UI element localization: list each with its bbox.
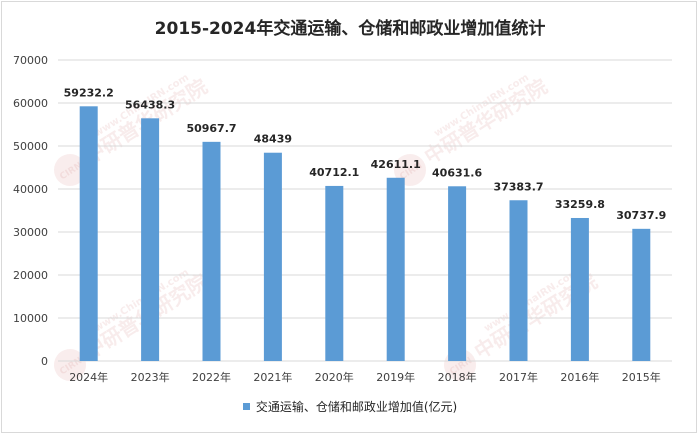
x-tick-label: 2017年: [499, 370, 538, 384]
legend-label: 交通运输、仓储和邮政业增加值(亿元): [255, 400, 458, 414]
y-axis: 0 10000 20000 30000 40000 50000 60000 70000: [13, 54, 48, 368]
data-label: 40712.1: [309, 166, 359, 179]
x-tick-label: 2021年: [253, 370, 292, 384]
x-tick-label: 2019年: [376, 370, 415, 384]
x-axis: 2024年 2023年 2022年 2021年 2020年 2019年 2018年 2017年…: [69, 370, 661, 384]
bar: [570, 217, 589, 361]
watermark-logo: [54, 154, 86, 186]
bar-series: [79, 106, 651, 361]
data-label: 30737.9: [616, 209, 666, 222]
x-tick-label: 2018年: [438, 370, 477, 384]
y-tick-label: 10000: [13, 312, 48, 325]
data-label: 48439: [254, 133, 292, 146]
x-tick-label: 2020年: [315, 370, 354, 384]
y-tick-label: 60000: [13, 97, 48, 110]
bar: [263, 152, 282, 361]
data-label: 40631.6: [432, 166, 482, 179]
y-tick-label: 0: [41, 355, 48, 368]
bar: [448, 186, 467, 361]
y-tick-label: 40000: [13, 183, 48, 196]
y-tick-label: 20000: [13, 269, 48, 282]
bar: [509, 200, 528, 361]
legend: 交通运输、仓储和邮政业增加值(亿元): [0, 398, 700, 415]
bar: [202, 141, 221, 361]
bar: [325, 185, 344, 361]
data-label: 37383.7: [493, 180, 543, 193]
watermark-brand: 中研普华研究院: [420, 74, 551, 169]
x-tick-label: 2024年: [69, 370, 108, 384]
data-label: 56438.3: [125, 98, 175, 111]
gridlines: [58, 59, 672, 362]
x-tick-label: 2015年: [622, 370, 661, 384]
legend-swatch: [242, 403, 250, 410]
y-tick-label: 30000: [13, 226, 48, 239]
x-tick-label: 2022年: [192, 370, 231, 384]
data-labels: 59232.2 56438.3 50967.7 48439 40712.1 42611.1…: [64, 86, 667, 222]
bar: [632, 228, 651, 361]
bar: [141, 118, 160, 361]
data-label: 59232.2: [64, 86, 114, 99]
bar: [79, 106, 98, 361]
y-tick-label: 50000: [13, 140, 48, 153]
y-tick-label: 70000: [13, 54, 48, 67]
watermark-logo: [54, 349, 86, 381]
bar: [386, 177, 405, 361]
x-tick-label: 2023年: [131, 370, 170, 384]
data-label: 50967.7: [186, 122, 236, 135]
x-tick-label: 2016年: [560, 370, 599, 384]
chart-title: 2015-2024年交通运输、仓储和邮政业增加值统计: [154, 19, 546, 39]
data-label: 33259.8: [555, 198, 605, 211]
data-label: 42611.1: [371, 158, 421, 171]
